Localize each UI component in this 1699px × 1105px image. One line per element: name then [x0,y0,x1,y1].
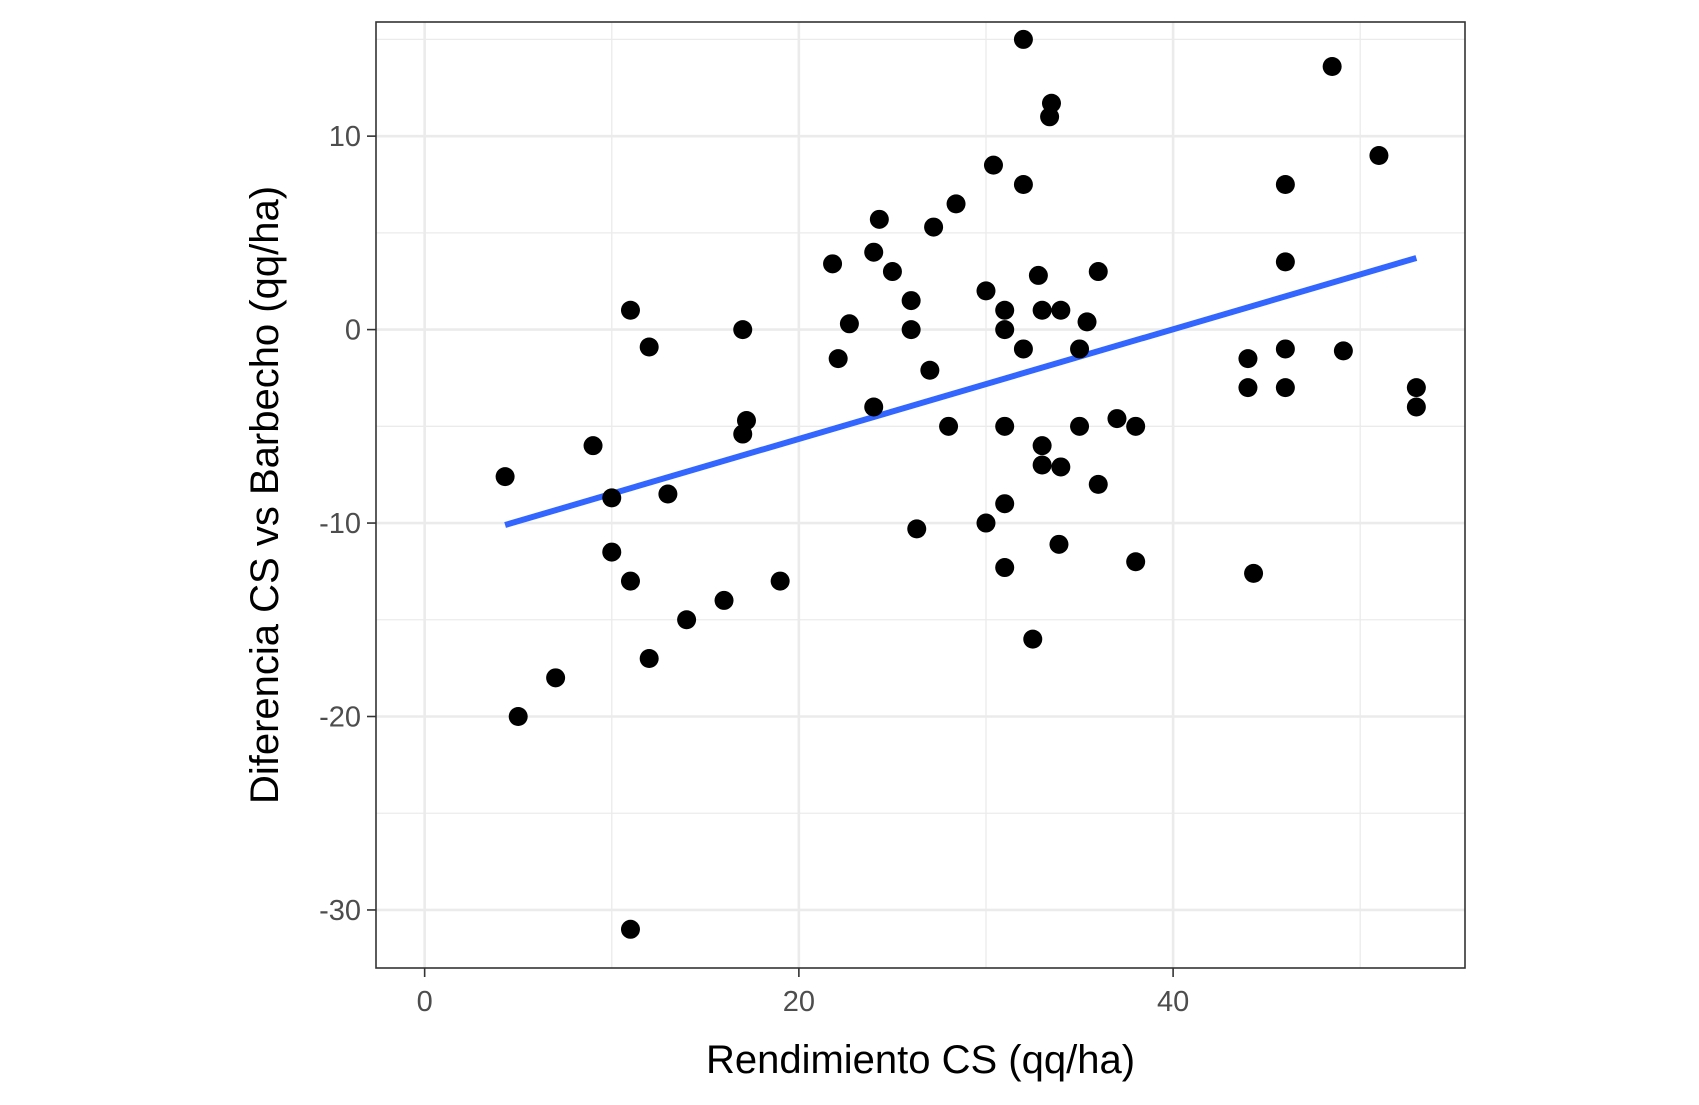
data-point [995,494,1015,514]
data-point [995,320,1015,340]
data-point [1051,300,1071,320]
data-point [1107,409,1127,429]
data-point [983,155,1003,175]
data-point [1088,474,1108,494]
data-point [1322,56,1342,76]
data-point [1028,265,1048,285]
data-point [1406,397,1426,417]
data-point [946,194,966,214]
data-point [976,281,996,301]
trend-line [504,255,1418,528]
data-point [901,320,921,340]
data-point [1013,175,1033,195]
data-point [869,209,889,229]
data-point [620,919,640,939]
data-point [733,320,753,340]
data-point [1275,339,1295,359]
data-point [828,349,848,369]
y-tick-label: -20 [319,702,361,734]
panel-border [375,21,1466,969]
x-axis-title: Rendimiento CS (qq/ha) [706,1038,1135,1082]
data-point [1013,339,1033,359]
data-point [1041,93,1061,113]
data-point [1077,312,1097,332]
data-point [714,590,734,610]
data-point [1369,145,1389,165]
y-tick-label: 0 [345,315,361,347]
data-point [677,610,697,630]
data-point [839,314,859,334]
data-point [1023,629,1043,649]
data-point [995,300,1015,320]
data-point [658,484,678,504]
data-point [1032,436,1052,456]
data-point [736,411,756,431]
data-point [864,242,884,262]
data-point [1238,378,1258,398]
data-point [1238,349,1258,369]
data-point [583,436,603,456]
data-point [639,648,659,668]
trend-line-group [504,255,1418,528]
y-axis-ticks: -30 -20 -10 0 10 [319,121,376,927]
data-point [602,542,622,562]
data-point [1013,29,1033,49]
y-tick-label: -10 [319,508,361,540]
data-point [1333,341,1353,361]
data-point [1088,262,1108,282]
y-tick-label: -30 [319,895,361,927]
y-axis-title: Diferencia CS vs Barbecho (qq/ha) [243,186,287,804]
data-point [823,254,843,274]
data-point [1070,416,1090,436]
x-tick-label: 0 [417,986,433,1018]
data-point [1049,534,1069,554]
data-point [939,416,959,436]
data-point [546,668,566,688]
data-point [1126,552,1146,572]
y-tick-label: 10 [329,121,361,153]
data-point [639,337,659,357]
data-point [620,300,640,320]
data-point [1275,175,1295,195]
data-point [1051,457,1071,477]
data-point [1032,300,1052,320]
data-point [508,707,528,727]
data-point [1275,378,1295,398]
data-point [1244,563,1264,583]
plot-panel [376,22,1465,968]
data-point [901,291,921,311]
data-points [495,29,1426,939]
data-point [495,467,515,487]
data-point [602,488,622,508]
data-point [976,513,996,533]
data-point [924,217,944,237]
x-tick-label: 20 [783,986,815,1018]
x-axis-ticks: 0 20 40 [417,968,1189,1018]
data-point [620,571,640,591]
data-point [864,397,884,417]
data-point [770,571,790,591]
data-point [920,360,940,380]
data-point [1406,378,1426,398]
data-point [995,416,1015,436]
minor-gridlines [376,22,1465,968]
data-point [1126,416,1146,436]
data-point [882,262,902,282]
x-tick-label: 40 [1157,986,1189,1018]
data-point [1275,252,1295,272]
data-point [1070,339,1090,359]
data-point [1032,455,1052,475]
data-point [995,558,1015,578]
data-point [907,519,927,539]
